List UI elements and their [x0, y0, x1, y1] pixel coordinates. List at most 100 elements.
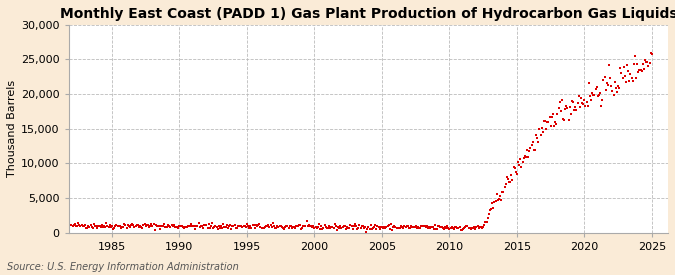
Point: [275, 224, 286, 228]
Point: [637, 61, 648, 66]
Point: [498, 189, 509, 194]
Point: [576, 95, 587, 100]
Point: [627, 79, 638, 83]
Point: [369, 225, 379, 229]
Point: [211, 225, 222, 229]
Point: [263, 223, 273, 228]
Point: [446, 225, 457, 229]
Point: [634, 67, 645, 72]
Point: [183, 224, 194, 229]
Point: [586, 98, 597, 103]
Point: [499, 185, 510, 189]
Point: [73, 221, 84, 226]
Point: [424, 225, 435, 229]
Point: [595, 90, 605, 95]
Point: [221, 223, 232, 227]
Point: [238, 224, 249, 228]
Point: [111, 223, 122, 227]
Point: [269, 224, 279, 228]
Point: [232, 224, 243, 228]
Point: [350, 223, 361, 228]
Point: [502, 175, 512, 180]
Point: [633, 69, 644, 74]
Point: [615, 66, 626, 71]
Point: [284, 224, 295, 229]
Point: [632, 62, 643, 66]
Point: [135, 224, 146, 229]
Point: [269, 226, 280, 230]
Point: [585, 94, 595, 98]
Point: [144, 225, 155, 229]
Point: [223, 224, 234, 228]
Point: [128, 222, 139, 227]
Point: [468, 225, 479, 229]
Point: [443, 226, 454, 230]
Point: [543, 119, 554, 124]
Point: [481, 220, 492, 224]
Point: [390, 225, 401, 229]
Point: [200, 223, 211, 227]
Point: [462, 224, 472, 229]
Point: [451, 225, 462, 229]
Point: [610, 80, 620, 84]
Point: [209, 225, 220, 229]
Point: [279, 225, 290, 230]
Point: [630, 76, 641, 81]
Point: [88, 226, 99, 230]
Point: [429, 222, 440, 227]
Point: [115, 224, 126, 229]
Point: [383, 223, 394, 227]
Point: [196, 224, 207, 229]
Point: [130, 224, 141, 229]
Point: [98, 224, 109, 229]
Point: [502, 177, 513, 181]
Point: [399, 224, 410, 228]
Point: [402, 224, 413, 229]
Point: [169, 222, 180, 227]
Point: [475, 225, 486, 229]
Point: [192, 224, 203, 228]
Point: [242, 222, 252, 226]
Point: [266, 225, 277, 229]
Point: [605, 76, 616, 80]
Point: [414, 226, 425, 230]
Point: [228, 224, 239, 228]
Point: [155, 227, 166, 231]
Point: [583, 81, 594, 85]
Point: [620, 74, 630, 78]
Point: [172, 224, 183, 229]
Point: [289, 224, 300, 229]
Point: [152, 224, 163, 228]
Point: [296, 227, 306, 231]
Point: [465, 227, 476, 231]
Point: [441, 224, 452, 228]
Point: [335, 224, 346, 228]
Point: [256, 226, 267, 230]
Point: [461, 223, 472, 228]
Point: [394, 226, 405, 230]
Point: [122, 226, 132, 230]
Point: [562, 106, 573, 110]
Point: [136, 225, 146, 230]
Point: [552, 112, 563, 116]
Point: [188, 224, 198, 228]
Point: [247, 223, 258, 228]
Point: [288, 224, 298, 229]
Point: [290, 226, 300, 230]
Point: [329, 222, 340, 226]
Point: [303, 223, 314, 227]
Point: [112, 223, 123, 228]
Point: [179, 226, 190, 230]
Point: [165, 225, 176, 229]
Point: [593, 93, 604, 98]
Point: [564, 105, 575, 109]
Point: [151, 223, 161, 227]
Point: [319, 223, 330, 228]
Point: [110, 223, 121, 228]
Point: [362, 226, 373, 231]
Point: [173, 226, 184, 230]
Point: [154, 224, 165, 228]
Point: [347, 227, 358, 231]
Point: [105, 222, 115, 227]
Point: [222, 226, 233, 230]
